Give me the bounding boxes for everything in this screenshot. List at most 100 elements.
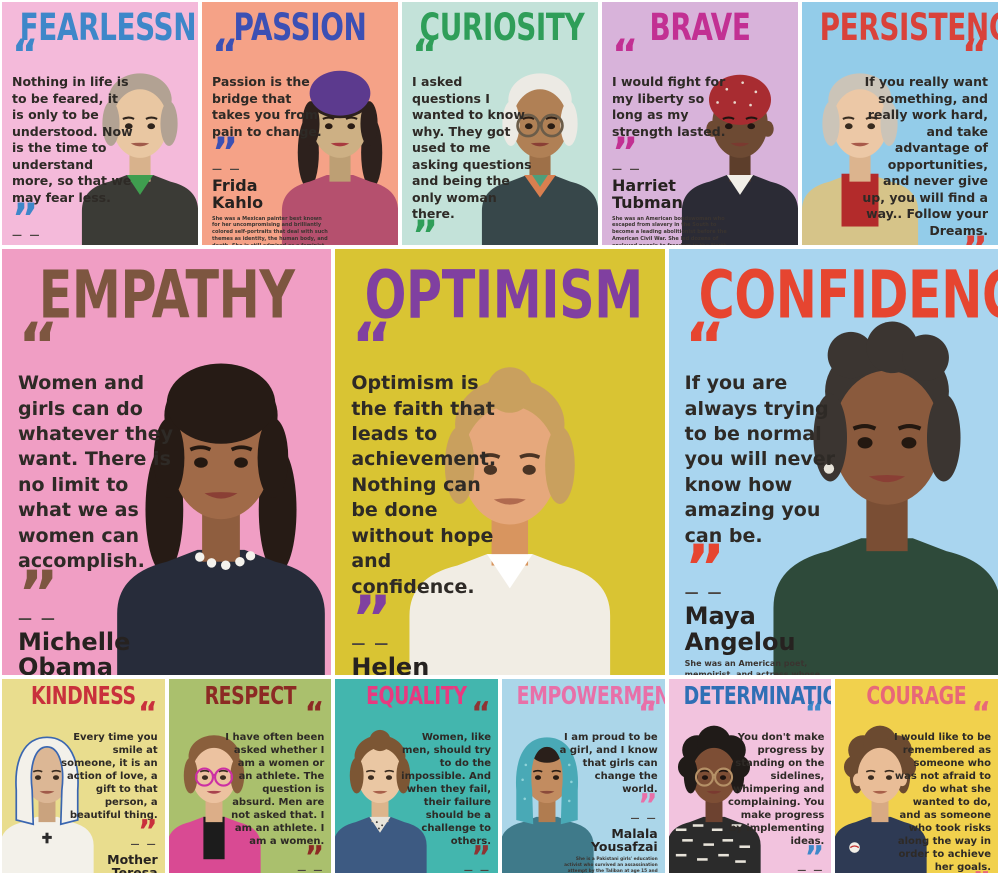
person-name: Michelle Obama (18, 627, 131, 675)
dash-divider: — — (212, 164, 242, 175)
person-name: Helen Keller (351, 653, 430, 675)
poster-row-bottom: KINDNESS “ Every time you smile at someo… (2, 679, 999, 873)
person-bio: She is a Pakistani girls' education acti… (564, 857, 658, 873)
poster-title: COURAGE (866, 682, 967, 711)
michelle-obama-portrait (117, 363, 326, 675)
dash-divider: — — (797, 866, 825, 873)
close-quote-icon: ” (137, 813, 158, 849)
quote-text: If you are always trying to be normal yo… (684, 372, 835, 547)
poster-respect: RESPECT “ I have often been asked whethe… (168, 679, 332, 873)
poster-title: DETERMINATION (683, 682, 831, 711)
poster-title: OPTIMISM (364, 257, 644, 334)
close-quote-icon: ” (804, 839, 825, 873)
quote-text: I have often been asked whether I am a w… (225, 731, 325, 847)
harriet-tubman-portrait (681, 74, 798, 245)
poster-title: EMPOWERMENT (516, 682, 665, 711)
quote-text: I asked questions I wanted to know why. … (412, 74, 532, 221)
poster-courage: COURAGE “ I would like to be remembered … (835, 679, 999, 873)
poster-fearlessness: FEARLESSNESS “ Nothing in life is to be … (2, 2, 198, 245)
poster-brave: BRAVE “ I would fight for my liberty so … (602, 2, 798, 245)
quote-text: Women, like men, should try to do the im… (401, 731, 492, 847)
quote-text: Women and girls can do whatever they wan… (18, 372, 174, 573)
poster-title: CURIOSITY (419, 6, 585, 50)
poster-empathy: EMPATHY “ Women and girls can do whateve… (2, 249, 332, 675)
dash-divider: — — (18, 610, 57, 627)
poster-equality: EQUALITY “ Women, like men, should try t… (335, 679, 499, 873)
quote-text: If you really want something, and really… (862, 74, 988, 238)
dash-divider: — — (463, 866, 492, 873)
poster-title: KINDNESS (30, 682, 136, 711)
close-quote-icon: ” (612, 130, 639, 176)
quote-text: I am proud to be a girl, and I know that… (559, 731, 658, 795)
dash-divider: — — (130, 840, 158, 850)
person-bio: She was an American bondswoman who escap… (612, 215, 727, 245)
close-quote-icon: ” (351, 582, 393, 656)
open-quote-icon: “ (684, 309, 726, 382)
shirley-chisholm-portrait (668, 725, 761, 873)
open-quote-icon: “ (351, 309, 393, 382)
poster-kindness: KINDNESS “ Every time you smile at someo… (2, 679, 165, 873)
poster-confidence: CONFIDENCE “ If you are always trying to… (668, 249, 998, 675)
close-quote-icon: ” (18, 556, 59, 630)
close-quote-icon: ” (412, 212, 439, 246)
katherine-johnson-portrait (481, 73, 598, 245)
open-quote-icon: “ (637, 696, 658, 731)
open-quote-icon: “ (304, 696, 325, 731)
person-bio: She was a Mexican painter best known for… (212, 215, 328, 245)
open-quote-icon: “ (971, 696, 992, 731)
open-quote-icon: “ (137, 696, 158, 731)
amelia-earhart-portrait (335, 729, 427, 873)
poster-curiosity: CURIOSITY “ I asked questions I wanted t… (402, 2, 598, 245)
dash-divider: — — (612, 164, 642, 175)
quote-text: I would like to be remembered as someone… (893, 731, 992, 873)
poster-title: EQUALITY (366, 682, 467, 711)
close-quote-icon: ” (12, 196, 39, 242)
helen-keller-portrait (409, 367, 610, 675)
sally-ride-portrait (835, 725, 927, 873)
quote-text: Passion is the bridge that takes you fro… (212, 74, 322, 139)
poster-optimism: OPTIMISM “ Optimism is the faith that le… (335, 249, 665, 675)
frida-kahlo-portrait (281, 70, 398, 245)
person-name: Marie Curie (12, 243, 112, 245)
person-name: Maya Angelou (684, 602, 796, 656)
dash-divider: — — (351, 636, 391, 653)
poster-persistence: PERSISTENCE “ If you really want somethi… (802, 2, 998, 245)
poster-title: PERSISTENCE (819, 6, 998, 50)
poster-row-top: FEARLESSNESS “ Nothing in life is to be … (2, 2, 998, 245)
poster-determination: DETERMINATION “ You don't make progress … (668, 679, 832, 873)
close-quote-icon: ” (862, 232, 988, 245)
dash-divider: — — (297, 866, 325, 873)
malala-yousafzai-portrait (502, 737, 594, 873)
person-name: Frida Kahlo (212, 176, 264, 212)
close-quote-icon: ” (304, 839, 325, 873)
person-bio: She was an American poet, memoirist, and… (684, 658, 821, 675)
poster-title: BRAVE (649, 6, 751, 50)
poster-passion: PASSION “ Passion is the bridge that tak… (202, 2, 398, 245)
person-name: Malala Yousafzai (590, 826, 658, 855)
mother-teresa-portrait (2, 736, 94, 873)
person-name: Mother Teresa (107, 852, 158, 873)
maya-angelou-portrait (773, 321, 998, 675)
close-quote-icon: ” (212, 130, 239, 176)
dash-divider: — — (630, 814, 658, 824)
poster-row-middle: EMPATHY “ Women and girls can do whateve… (2, 249, 998, 675)
close-quote-icon: ” (637, 787, 658, 823)
jane-goodall-portrait (802, 73, 919, 245)
close-quote-icon: ” (471, 839, 492, 873)
dash-divider: — — (12, 230, 42, 241)
dash-divider: — — (684, 585, 724, 602)
person-name: Harriet Tubman (612, 176, 683, 212)
open-quote-icon: “ (804, 696, 825, 731)
open-quote-icon: “ (471, 696, 492, 731)
quote-text: Optimism is the faith that leads to achi… (351, 372, 497, 598)
poster-title: FEARLESSNESS (19, 6, 198, 50)
close-quote-icon: ” (684, 531, 726, 605)
poster-empowerment: EMPOWERMENT “ I am proud to be a girl, a… (502, 679, 665, 873)
quote-text: You don't make progress by standing on t… (727, 731, 825, 847)
quote-text: I would fight for my liberty so long as … (612, 74, 726, 139)
open-quote-icon: “ (18, 309, 59, 382)
poster-title: PASSION (233, 6, 367, 50)
poster-title: CONFIDENCE (698, 257, 998, 334)
quote-text: Nothing in life is to be feared, it is o… (12, 74, 133, 205)
